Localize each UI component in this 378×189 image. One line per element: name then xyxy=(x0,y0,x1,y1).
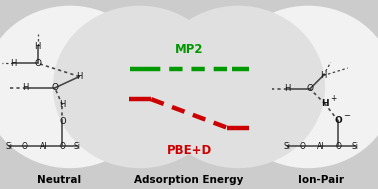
Text: Al: Al xyxy=(40,142,47,151)
Text: O: O xyxy=(307,84,313,93)
Text: H: H xyxy=(35,42,41,51)
Text: O: O xyxy=(51,83,58,92)
Text: H: H xyxy=(321,99,329,108)
Text: H: H xyxy=(10,59,16,68)
Text: Al: Al xyxy=(317,142,324,151)
Text: +: + xyxy=(330,94,336,103)
Ellipse shape xyxy=(53,6,227,168)
Text: −: − xyxy=(343,111,350,120)
Text: O: O xyxy=(34,59,41,68)
Text: Adsorption Energy: Adsorption Energy xyxy=(134,175,244,185)
Text: O: O xyxy=(59,117,66,126)
Text: H: H xyxy=(76,72,82,81)
Text: H: H xyxy=(59,100,65,109)
Text: MP2: MP2 xyxy=(175,43,203,56)
Text: O: O xyxy=(59,142,65,151)
Ellipse shape xyxy=(151,6,325,168)
Text: H: H xyxy=(284,84,290,93)
Text: Neutral: Neutral xyxy=(37,175,81,185)
Ellipse shape xyxy=(0,6,157,168)
Text: O: O xyxy=(299,142,305,151)
Text: Ion-Pair: Ion-Pair xyxy=(297,175,344,185)
Text: Si: Si xyxy=(284,142,291,151)
Text: H: H xyxy=(23,83,29,92)
Text: O: O xyxy=(335,142,341,151)
Text: Si: Si xyxy=(74,142,81,151)
Text: PBE+D: PBE+D xyxy=(166,144,212,157)
Text: Si: Si xyxy=(6,142,13,151)
Text: O: O xyxy=(335,116,342,125)
Text: Si: Si xyxy=(351,142,358,151)
Text: H: H xyxy=(320,71,326,80)
Ellipse shape xyxy=(221,6,378,168)
Text: O: O xyxy=(22,142,28,151)
